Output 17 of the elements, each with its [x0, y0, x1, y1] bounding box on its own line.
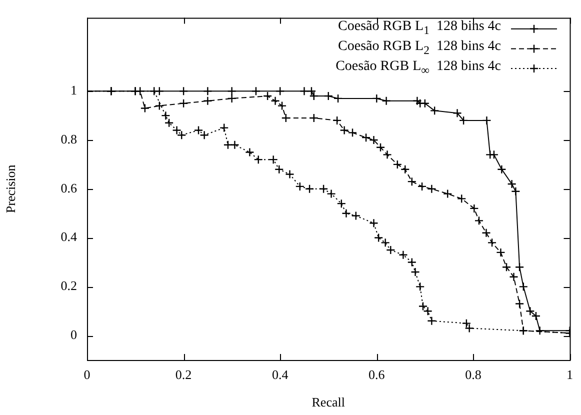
y-tick-label: 1: [70, 82, 77, 98]
y-tick-label: 0.2: [60, 278, 77, 294]
legend-label: Coesão RGB L$_{1}$ 128 bins 4c: [338, 19, 501, 39]
x-tick-label: 1: [566, 367, 573, 382]
x-axis-title: Recall: [312, 394, 346, 410]
y-tick-label: 0.6: [60, 180, 78, 196]
y-tick-label: 0.4: [60, 229, 78, 244]
x-tick-label: 0.4: [272, 367, 289, 382]
y-axis-title: Precision: [3, 164, 18, 214]
legend-label: Coesão RGB L$_{2}$ 128 bins 4c: [338, 38, 501, 59]
x-tick-label: 0: [84, 367, 90, 382]
legend-label: Coesão RGB L$_{∞}$ 128 bins 4c: [336, 58, 501, 78]
x-tick-label: 0.2: [175, 367, 192, 382]
x-tick-label: 0.8: [465, 367, 482, 382]
y-tick-label: 0.8: [60, 131, 77, 146]
y-tick-label: 0: [70, 326, 77, 342]
x-tick-label: 0.6: [368, 367, 386, 382]
